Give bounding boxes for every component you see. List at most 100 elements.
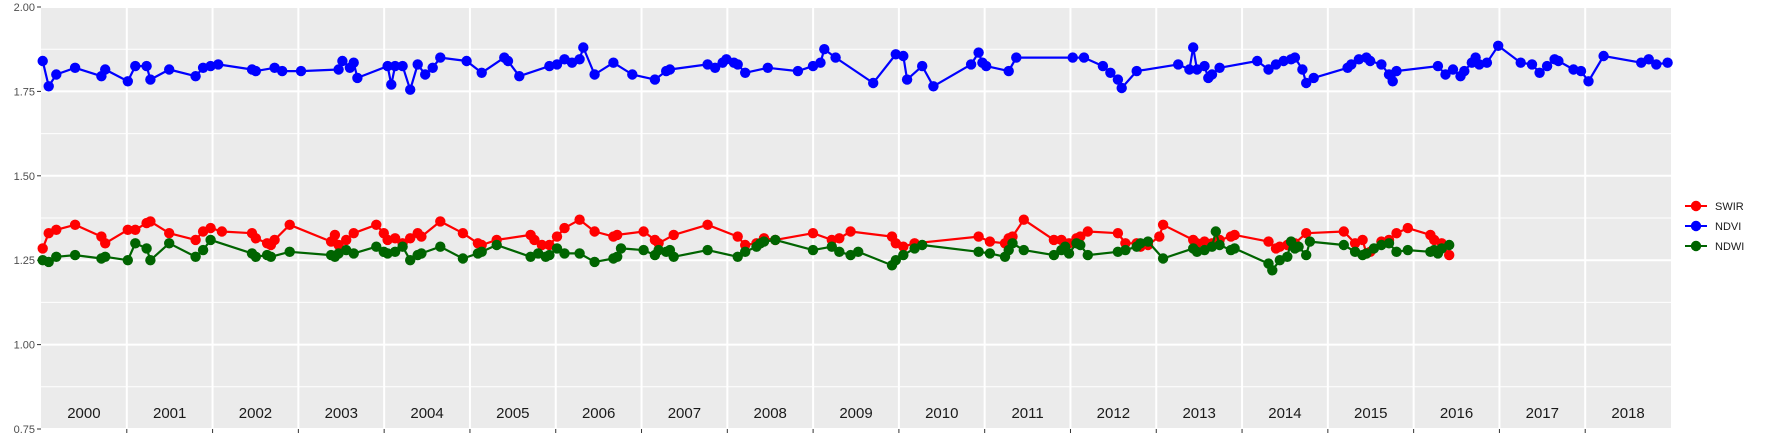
data-point-ndvi (649, 74, 661, 85)
data-point-ndvi (1440, 69, 1451, 80)
data-point-ndwi (69, 249, 81, 261)
legend-key-point (1690, 220, 1702, 232)
data-point-ndwi (371, 241, 382, 252)
data-point-ndvi (1097, 60, 1109, 72)
data-point-swir (529, 234, 540, 246)
data-point-ndvi (1011, 52, 1022, 63)
data-point-ndwi (190, 251, 201, 262)
data-point-swir (1263, 236, 1274, 247)
data-point-swir (1112, 228, 1124, 239)
data-point-ndvi (386, 79, 397, 90)
data-point-ndvi (164, 64, 175, 75)
data-point-ndvi (420, 69, 431, 80)
data-point-swir (164, 228, 175, 239)
data-point-ndvi (917, 60, 928, 72)
year-label: 2014 (1268, 405, 1301, 422)
data-point-swir (69, 219, 81, 230)
data-point-swir (612, 229, 623, 241)
data-point-ndwi (1293, 241, 1304, 252)
data-point-swir (732, 231, 743, 242)
data-point-ndvi (830, 52, 841, 63)
data-point-ndvi (277, 65, 288, 77)
data-point-ndvi (1541, 60, 1553, 72)
data-point-ndvi (51, 69, 62, 80)
data-point-swir (1338, 226, 1350, 237)
data-point-ndwi (1007, 238, 1018, 249)
year-label: 2005 (496, 405, 529, 422)
data-point-ndwi (668, 251, 679, 262)
data-point-swir (284, 219, 295, 230)
data-point-ndwi (197, 244, 209, 256)
data-point-ndvi (1308, 72, 1319, 84)
data-point-ndwi (890, 255, 901, 266)
y-tick-label: 1.50 (14, 171, 35, 183)
data-point-ndwi (853, 246, 864, 257)
data-point-ndvi (762, 62, 773, 73)
data-point-swir (1154, 231, 1165, 242)
data-point-swir (122, 224, 133, 235)
data-point-swir (371, 219, 382, 230)
data-point-ndvi (792, 65, 804, 77)
data-point-ndvi (100, 64, 111, 75)
data-point-ndvi (740, 67, 751, 79)
data-point-ndwi (589, 256, 600, 268)
y-tick-label: 0.75 (14, 424, 35, 436)
data-point-ndvi (1214, 62, 1225, 73)
data-point-ndwi (702, 244, 713, 256)
data-point-ndwi (973, 246, 984, 257)
data-point-ndvi (476, 67, 487, 79)
data-point-swir (329, 229, 341, 241)
data-point-swir (37, 243, 48, 254)
data-point-swir (1082, 226, 1094, 237)
data-point-ndvi (1447, 64, 1459, 75)
data-point-swir (1391, 228, 1402, 239)
data-point-ndvi (627, 69, 638, 80)
data-point-ndvi (1432, 60, 1444, 72)
data-point-ndwi (284, 246, 295, 257)
data-point-ndwi (917, 239, 928, 251)
data-point-ndwi (164, 238, 175, 249)
data-point-ndvi (1078, 52, 1090, 63)
x-axis: 2000 2001 2002 2003 2004 2005 2006 2007 2008 2009… (67, 405, 1645, 433)
year-label: 2018 (1611, 405, 1644, 422)
data-point-ndwi (205, 234, 216, 246)
data-point-swir (984, 236, 996, 247)
data-point-ndvi (1376, 59, 1387, 70)
data-point-ndwi (1391, 246, 1402, 257)
data-point-ndvi (1493, 40, 1504, 51)
data-point-ndwi (1157, 253, 1169, 264)
data-point-ndwi (1120, 244, 1131, 256)
data-point-ndvi (1188, 42, 1199, 53)
data-point-ndvi (1481, 57, 1493, 68)
data-point-ndvi (1515, 57, 1526, 68)
data-point-ndvi (1263, 64, 1274, 75)
data-point-ndwi (389, 246, 401, 257)
major-gridlines (41, 6, 1671, 430)
data-point-ndvi (1365, 55, 1376, 67)
data-point-ndvi (1583, 76, 1594, 87)
y-tick-label: 1.75 (14, 86, 35, 98)
data-point-swir (589, 226, 600, 237)
data-point-swir (559, 222, 570, 234)
data-point-ndvi (352, 72, 363, 84)
data-point-swir (807, 228, 819, 239)
data-point-ndwi (43, 256, 54, 268)
data-point-swir (834, 233, 845, 244)
data-point-ndvi (1301, 77, 1312, 89)
data-point-ndwi (1282, 251, 1293, 262)
data-point-ndvi (1387, 76, 1398, 87)
data-point-ndwi (984, 248, 996, 259)
data-point-ndvi (389, 60, 401, 72)
data-point-swir (250, 233, 261, 244)
data-point-ndwi (638, 244, 649, 256)
data-point-swir (145, 216, 156, 227)
data-point-swir (389, 233, 401, 244)
data-point-swir (1357, 234, 1368, 246)
data-point-swir (457, 228, 469, 239)
data-point-ndvi (382, 60, 393, 72)
data-point-ndvi (664, 64, 676, 75)
data-point-ndwi (250, 251, 261, 262)
data-point-swir (216, 226, 228, 237)
data-point-ndvi (1173, 59, 1184, 70)
